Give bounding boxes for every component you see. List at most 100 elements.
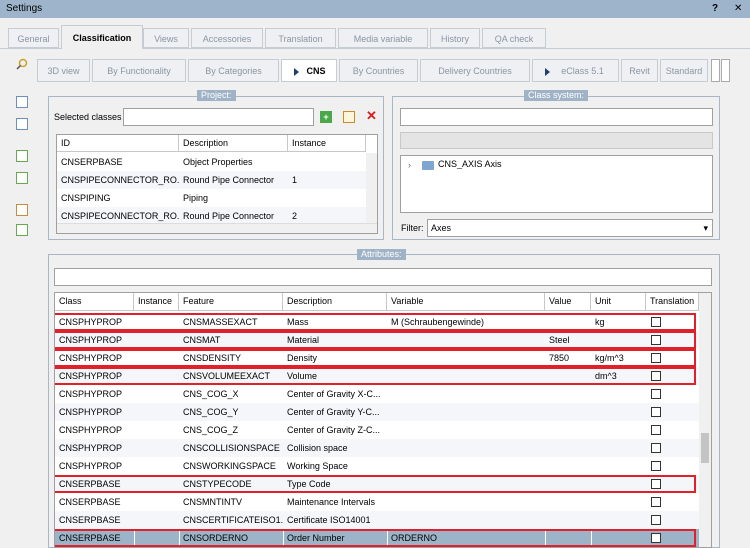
column-header[interactable]: Feature: [179, 293, 283, 311]
subtab[interactable]: Delivery Countries: [420, 59, 530, 82]
help-button[interactable]: ?: [712, 3, 719, 14]
highlight-box: [55, 475, 696, 493]
table-row[interactable]: CNSPHYPROP CNS_COG_X Center of Gravity X-C…: [55, 385, 699, 403]
column-header[interactable]: Variable: [387, 293, 545, 311]
tab[interactable]: Accessories: [191, 28, 263, 48]
table-row[interactable]: CNSPHYPROP CNS_COG_Z Center of Gravity Z-C…: [55, 421, 699, 439]
toolbar-icon[interactable]: [16, 172, 28, 184]
table-row[interactable]: CNSERPBASE CNSTYPECODE Type Code: [55, 475, 699, 493]
cell: Volume: [287, 371, 318, 381]
subtab[interactable]: By Functionality: [92, 59, 186, 82]
subtab[interactable]: Revit: [621, 59, 658, 82]
subtab[interactable]: By Countries: [339, 59, 418, 82]
column-header[interactable]: Description: [283, 293, 387, 311]
table-row[interactable]: CNSPHYPROP CNSVOLUMEEXACT Volume dm^3: [55, 367, 699, 385]
search-icon[interactable]: [16, 58, 28, 70]
translation-checkbox[interactable]: [651, 497, 661, 507]
cell: CNSERPBASE: [61, 157, 123, 167]
translation-checkbox[interactable]: [651, 335, 661, 345]
tab[interactable]: History: [430, 28, 480, 48]
translation-checkbox[interactable]: [651, 317, 661, 327]
attributes-filter-input[interactable]: [54, 268, 712, 286]
table-row[interactable]: CNSERPBASE CNSORDERNO Order Number ORDERNO: [55, 529, 699, 547]
subtab[interactable]: Standard: [660, 59, 708, 82]
highlight-box: [55, 313, 696, 331]
tree-expander[interactable]: ›: [408, 160, 411, 170]
table-row[interactable]: CNSERPBASE Object Properties: [57, 153, 366, 171]
highlight-box: [55, 367, 696, 385]
cell: CNSPIPECONNECTOR_RO...: [61, 175, 179, 185]
table-row[interactable]: CNSPHYPROP CNSWORKINGSPACE Working Space: [55, 457, 699, 475]
tab[interactable]: General: [8, 28, 59, 48]
tab[interactable]: Translation: [265, 28, 336, 48]
delete-button[interactable]: ✕: [366, 108, 377, 123]
toolbar-icon[interactable]: [16, 118, 28, 130]
cell: Center of Gravity X-C...: [287, 389, 381, 399]
table-row[interactable]: CNSPHYPROP CNS_COG_Y Center of Gravity Y-C…: [55, 403, 699, 421]
toolbar-icon[interactable]: [16, 224, 28, 236]
v-scrollbar[interactable]: [366, 153, 377, 223]
combo-arrow[interactable]: ▾: [703, 223, 708, 233]
panel-title: Attributes:: [357, 249, 406, 260]
table-row[interactable]: CNSPIPECONNECTOR_RO... Round Pipe Connect…: [57, 171, 366, 189]
cell: Round Pipe Connector: [183, 211, 275, 221]
subtab[interactable]: CNS: [281, 59, 337, 82]
column-header[interactable]: Unit: [591, 293, 646, 311]
translation-checkbox[interactable]: [651, 515, 661, 525]
subtab[interactable]: eClass 5.1: [532, 59, 619, 82]
table-row[interactable]: CNSPHYPROP CNSDENSITY Density 7850 kg/m^3: [55, 349, 699, 367]
column-header[interactable]: Value: [545, 293, 591, 311]
table-row[interactable]: CNSPIPING Piping: [57, 189, 366, 207]
cell: CNSPHYPROP: [59, 443, 123, 453]
cell: 1: [292, 175, 298, 185]
tab[interactable]: Media variable: [338, 28, 428, 48]
translation-checkbox[interactable]: [651, 533, 661, 543]
panel-title: Class system:: [524, 90, 589, 101]
column-header[interactable]: Instance: [134, 293, 179, 311]
translation-checkbox[interactable]: [651, 425, 661, 435]
toolbar-icon[interactable]: [16, 204, 28, 216]
add-button[interactable]: +: [320, 111, 332, 123]
highlight-box: [55, 349, 696, 367]
column-header[interactable]: Instance: [288, 135, 366, 152]
table-row[interactable]: CNSERPBASE CNSMNTINTV Maintenance Interval…: [55, 493, 699, 511]
translation-checkbox[interactable]: [651, 443, 661, 453]
edit-button[interactable]: [343, 111, 355, 123]
tab[interactable]: Views: [143, 28, 189, 48]
class-search-input[interactable]: [400, 108, 713, 126]
tree-item[interactable]: CNS_AXIS Axis: [438, 159, 502, 169]
filter-combo[interactable]: Axes ▾: [427, 219, 713, 237]
translation-checkbox[interactable]: [651, 353, 661, 363]
translation-checkbox[interactable]: [651, 407, 661, 417]
cell: Piping: [183, 193, 209, 203]
tab[interactable]: QA check: [482, 28, 546, 48]
translation-checkbox[interactable]: [651, 461, 661, 471]
cell: CNSPHYPROP: [59, 407, 123, 417]
column-header[interactable]: Translation: [646, 293, 699, 311]
toolbar-icon[interactable]: [16, 96, 28, 108]
toolbar-icon[interactable]: [16, 150, 28, 162]
v-scrollbar[interactable]: [699, 293, 711, 547]
scroll-left[interactable]: [711, 59, 720, 82]
cell: Material: [287, 335, 320, 345]
column-header[interactable]: Description: [179, 135, 288, 152]
scroll-thumb[interactable]: [701, 433, 709, 463]
tab[interactable]: Classification: [61, 25, 143, 49]
column-header[interactable]: ID: [57, 135, 179, 152]
table-row[interactable]: CNSPIPECONNECTOR_RO... Round Pipe Connect…: [57, 207, 366, 225]
translation-checkbox[interactable]: [651, 389, 661, 399]
selected-classes-input[interactable]: [123, 108, 314, 126]
table-row[interactable]: CNSERPBASE CNSCERTIFICATEISO1... Certifica…: [55, 511, 699, 529]
scroll-right[interactable]: [721, 59, 730, 82]
column-header[interactable]: Class: [55, 293, 134, 311]
table-row[interactable]: CNSPHYPROP CNSCOLLISIONSPACE Collision spa…: [55, 439, 699, 457]
close-button[interactable]: ✕: [734, 3, 743, 14]
translation-checkbox[interactable]: [651, 371, 661, 381]
table-row[interactable]: CNSPHYPROP CNSMAT Material Steel: [55, 331, 699, 349]
translation-checkbox[interactable]: [651, 479, 661, 489]
cell: M (Schraubengewinde): [391, 317, 485, 327]
table-row[interactable]: CNSPHYPROP CNSMASSEXACT Mass M (Schraubenge…: [55, 313, 699, 331]
subtab[interactable]: By Categories: [188, 59, 279, 82]
subtab[interactable]: 3D view: [37, 59, 90, 82]
h-scrollbar[interactable]: [57, 223, 377, 233]
